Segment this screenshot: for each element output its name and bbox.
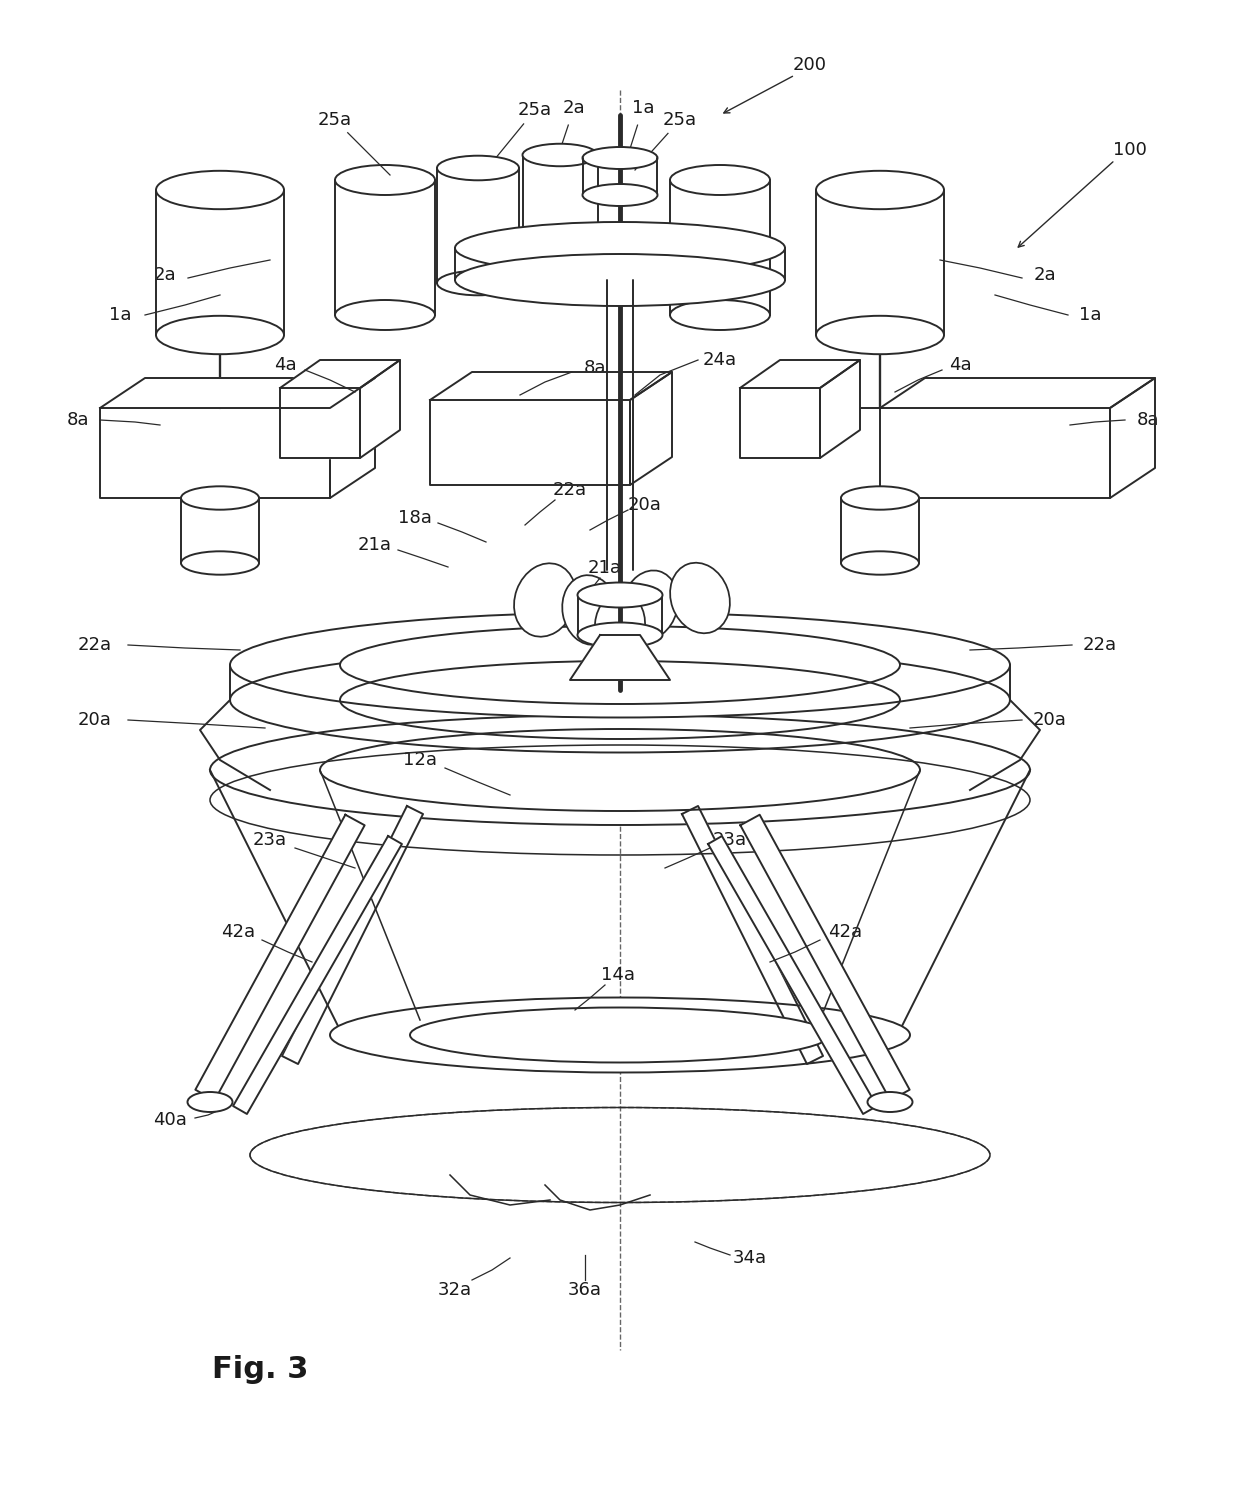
Polygon shape bbox=[280, 359, 401, 388]
Polygon shape bbox=[196, 815, 365, 1101]
Ellipse shape bbox=[455, 223, 785, 274]
Text: 8a: 8a bbox=[1137, 411, 1159, 429]
Ellipse shape bbox=[410, 1008, 830, 1062]
Text: 25a: 25a bbox=[663, 111, 697, 129]
Ellipse shape bbox=[841, 552, 919, 575]
Polygon shape bbox=[682, 806, 823, 1063]
Text: 25a: 25a bbox=[518, 101, 552, 119]
Text: 22a: 22a bbox=[553, 481, 587, 499]
Ellipse shape bbox=[436, 271, 520, 295]
Text: 21a: 21a bbox=[588, 559, 622, 578]
Text: 20a: 20a bbox=[1033, 711, 1066, 729]
Polygon shape bbox=[233, 836, 402, 1114]
Ellipse shape bbox=[187, 1092, 233, 1111]
Text: 23a: 23a bbox=[713, 832, 746, 848]
Ellipse shape bbox=[229, 612, 1011, 717]
Text: 20a: 20a bbox=[629, 496, 662, 514]
Polygon shape bbox=[820, 359, 861, 459]
Text: 22a: 22a bbox=[78, 636, 112, 654]
Polygon shape bbox=[570, 635, 670, 680]
Text: 34a: 34a bbox=[733, 1248, 768, 1266]
Ellipse shape bbox=[335, 299, 435, 329]
Polygon shape bbox=[1110, 378, 1154, 498]
Ellipse shape bbox=[816, 316, 944, 355]
Text: 25a: 25a bbox=[317, 111, 352, 129]
Text: 2a: 2a bbox=[1034, 266, 1056, 284]
Ellipse shape bbox=[622, 570, 678, 639]
Text: 24a: 24a bbox=[703, 350, 737, 368]
Polygon shape bbox=[430, 400, 630, 484]
Ellipse shape bbox=[340, 626, 900, 704]
Polygon shape bbox=[330, 378, 374, 498]
Ellipse shape bbox=[515, 564, 575, 636]
Text: 1a: 1a bbox=[1079, 305, 1101, 323]
Ellipse shape bbox=[670, 562, 730, 633]
Polygon shape bbox=[100, 378, 374, 408]
Ellipse shape bbox=[522, 248, 598, 271]
Polygon shape bbox=[880, 378, 1154, 408]
Polygon shape bbox=[100, 408, 330, 498]
Polygon shape bbox=[740, 388, 820, 459]
Text: 36a: 36a bbox=[568, 1281, 601, 1299]
Ellipse shape bbox=[320, 729, 920, 811]
Text: 4a: 4a bbox=[949, 356, 971, 374]
Ellipse shape bbox=[841, 486, 919, 510]
Text: 40a: 40a bbox=[153, 1111, 187, 1130]
Text: 1a: 1a bbox=[631, 99, 655, 117]
Text: 2a: 2a bbox=[563, 99, 585, 117]
Ellipse shape bbox=[455, 254, 785, 305]
Text: 100: 100 bbox=[1114, 141, 1147, 159]
Ellipse shape bbox=[868, 1092, 913, 1111]
Text: 4a: 4a bbox=[274, 356, 296, 374]
Polygon shape bbox=[630, 371, 672, 484]
Polygon shape bbox=[280, 388, 360, 459]
Ellipse shape bbox=[578, 623, 662, 648]
Ellipse shape bbox=[181, 486, 259, 510]
Text: 12a: 12a bbox=[403, 750, 436, 769]
Ellipse shape bbox=[156, 171, 284, 209]
Polygon shape bbox=[740, 815, 910, 1101]
Ellipse shape bbox=[670, 299, 770, 329]
Text: 1a: 1a bbox=[109, 305, 131, 323]
Text: 32a: 32a bbox=[438, 1281, 472, 1299]
Text: 20a: 20a bbox=[78, 711, 112, 729]
Ellipse shape bbox=[595, 593, 645, 657]
Polygon shape bbox=[880, 408, 1110, 498]
Ellipse shape bbox=[583, 147, 657, 168]
Text: 23a: 23a bbox=[253, 832, 288, 848]
Text: 8a: 8a bbox=[67, 411, 89, 429]
Ellipse shape bbox=[578, 582, 662, 608]
Text: 14a: 14a bbox=[601, 966, 635, 984]
Ellipse shape bbox=[583, 183, 657, 206]
Polygon shape bbox=[360, 359, 401, 459]
Polygon shape bbox=[281, 806, 423, 1063]
Polygon shape bbox=[430, 371, 672, 400]
Text: 2a: 2a bbox=[154, 266, 176, 284]
Text: Fig. 3: Fig. 3 bbox=[212, 1355, 309, 1385]
Text: 42a: 42a bbox=[828, 923, 862, 942]
Ellipse shape bbox=[330, 997, 910, 1072]
Polygon shape bbox=[740, 359, 861, 388]
Ellipse shape bbox=[210, 714, 1030, 826]
Text: 8a: 8a bbox=[584, 359, 606, 378]
Text: 42a: 42a bbox=[221, 923, 255, 942]
Ellipse shape bbox=[670, 165, 770, 196]
Text: 21a: 21a bbox=[358, 535, 392, 553]
Ellipse shape bbox=[816, 171, 944, 209]
Ellipse shape bbox=[181, 552, 259, 575]
Text: 200: 200 bbox=[794, 56, 827, 74]
Ellipse shape bbox=[335, 165, 435, 196]
Text: 22a: 22a bbox=[1083, 636, 1117, 654]
Polygon shape bbox=[708, 836, 877, 1114]
Text: 18a: 18a bbox=[398, 508, 432, 526]
Ellipse shape bbox=[562, 575, 618, 645]
Ellipse shape bbox=[436, 156, 520, 180]
Ellipse shape bbox=[156, 316, 284, 355]
Ellipse shape bbox=[522, 144, 598, 167]
